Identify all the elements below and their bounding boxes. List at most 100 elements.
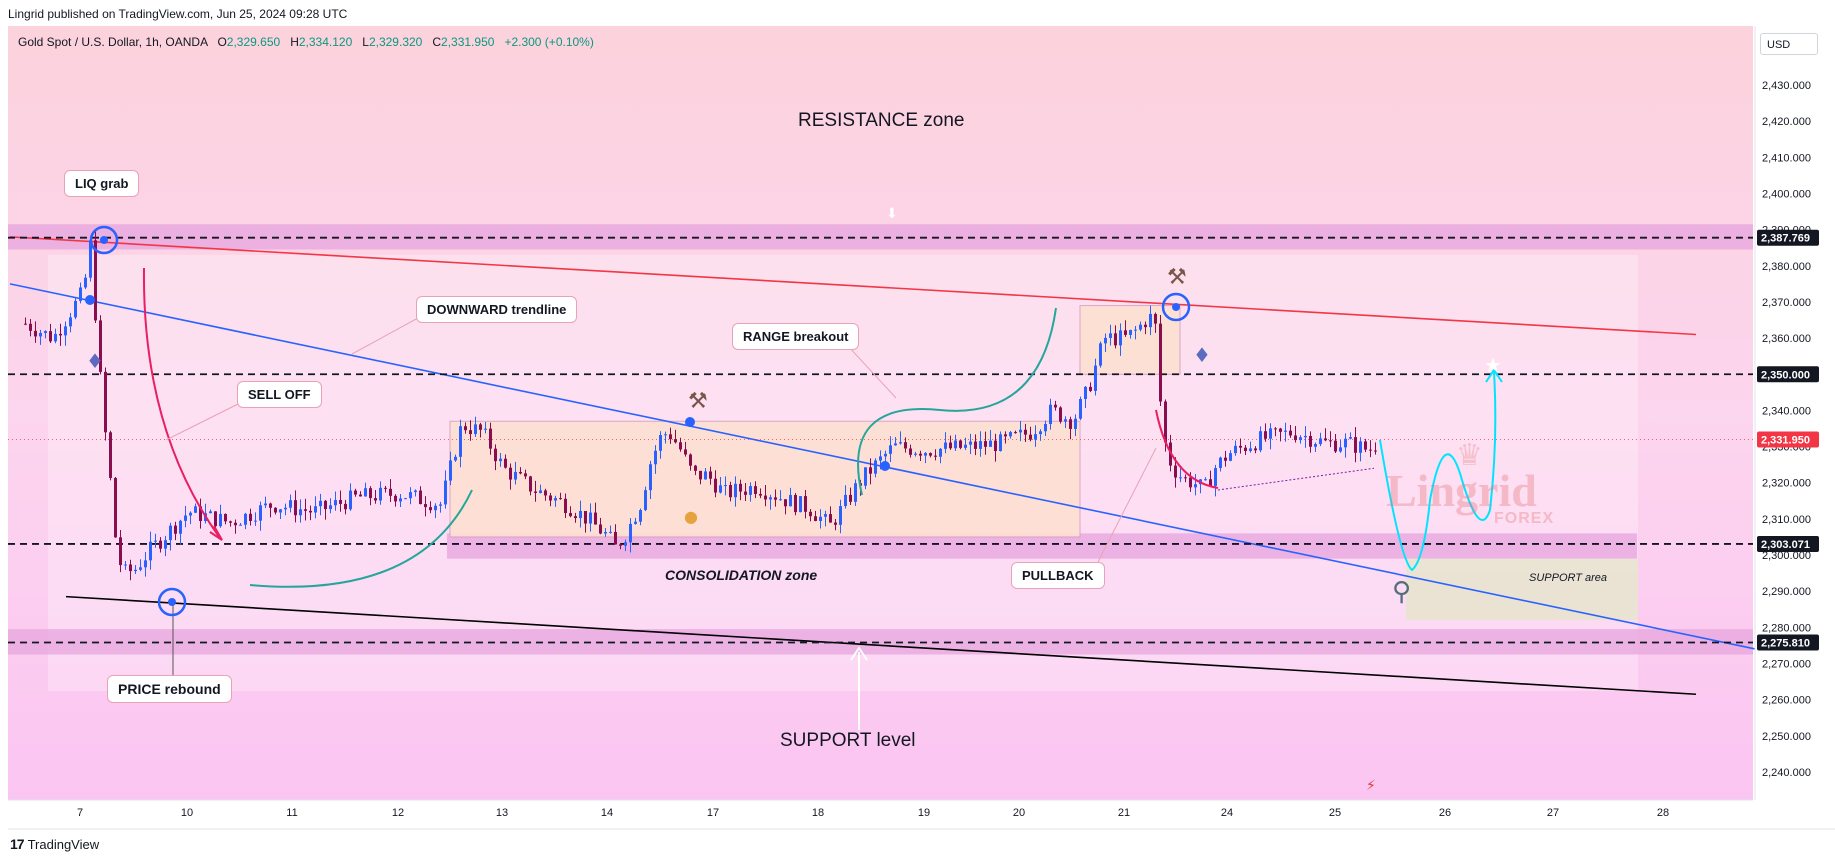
candle-body	[329, 505, 332, 510]
candle-body	[684, 449, 687, 455]
candle-body	[819, 516, 822, 521]
candle-body	[304, 509, 307, 511]
candle-body	[1074, 418, 1077, 429]
candle-body	[264, 503, 267, 506]
candle-body	[639, 510, 642, 522]
candle-body	[734, 483, 737, 498]
candle-body	[524, 473, 527, 477]
candle-body	[424, 504, 427, 508]
top-bar: Lingrid published on TradingView.com, Ju…	[0, 0, 1835, 26]
candle-body	[529, 476, 532, 492]
open-value: 2,329.650	[226, 35, 281, 49]
candle-body	[864, 467, 867, 486]
candle-body	[89, 240, 92, 278]
sell-off-label: SELL OFF	[237, 381, 322, 408]
candle-body	[694, 465, 697, 471]
projection-arrowhead	[1485, 368, 1503, 383]
candle-body	[899, 442, 902, 444]
candle-body	[834, 522, 837, 525]
candle-body	[614, 531, 617, 545]
candle-body	[1254, 448, 1257, 451]
candle-body	[294, 500, 297, 516]
candle-body	[1159, 323, 1162, 402]
candle-body	[374, 498, 377, 501]
candle-body	[554, 498, 557, 501]
candle-body	[539, 490, 542, 493]
candle-body	[464, 426, 467, 431]
candle-body	[919, 453, 922, 456]
candle-body	[1309, 435, 1312, 447]
price-badge-0	[1757, 229, 1819, 246]
candle-body	[269, 503, 272, 508]
y-tick-label: 2,410.000	[1762, 152, 1811, 164]
candle-body	[884, 453, 887, 457]
y-tick-label: 2,260.000	[1762, 695, 1811, 707]
candle-body	[1039, 431, 1042, 435]
breakout-arrow	[857, 307, 1057, 496]
candle-body	[379, 487, 382, 501]
candle-body	[1264, 431, 1267, 439]
currency-selector[interactable]: USD	[1760, 33, 1818, 55]
support-level-label: SUPPORT level	[780, 730, 916, 751]
candle-body	[904, 442, 907, 449]
candle-body	[219, 513, 222, 527]
candle-body	[759, 493, 762, 496]
down-arrow-icon: ⬇	[886, 206, 898, 222]
candle-body	[1304, 435, 1307, 438]
candle-body	[289, 500, 292, 508]
candle-body	[1214, 468, 1217, 487]
candle-body	[439, 504, 442, 506]
close-label: C	[432, 35, 442, 49]
candle-body	[999, 434, 1002, 452]
candle-body	[119, 537, 122, 566]
candle-body	[594, 512, 597, 525]
candle-body	[814, 516, 817, 521]
candle-body	[744, 491, 747, 495]
candle-body	[1299, 437, 1302, 441]
tradingview-footer[interactable]: 17 TradingView	[10, 836, 99, 852]
candle-body	[494, 448, 497, 462]
x-tick-label: 14	[601, 807, 613, 819]
candle-body	[244, 513, 247, 525]
candle-body	[1269, 428, 1272, 439]
candle-body	[109, 432, 112, 478]
candle-body	[984, 441, 987, 447]
sell-off-arrowhead	[209, 525, 223, 541]
price-badge-4	[1757, 634, 1819, 651]
candle-body	[849, 494, 852, 502]
candle-body	[359, 494, 362, 497]
downward-trendline	[9, 283, 1774, 654]
highlight-circle-0	[89, 225, 119, 255]
candle-body	[49, 331, 52, 342]
candle-body	[129, 564, 132, 572]
symbol-name: Gold Spot / U.S. Dollar, 1h, OANDA	[18, 35, 208, 49]
candle-body	[154, 540, 157, 542]
candle-body	[319, 500, 322, 507]
highlight-dot-2	[1172, 303, 1180, 311]
candle-body	[429, 507, 432, 511]
candle-body	[1119, 330, 1122, 346]
candle-body	[274, 507, 277, 513]
tradingview-logo-text: TradingView	[27, 836, 100, 852]
candle-body	[59, 333, 62, 336]
candle-body	[384, 487, 387, 489]
candle-body	[1144, 324, 1147, 328]
zone-band-2	[447, 533, 1637, 559]
support-area-box	[1406, 558, 1638, 621]
candle-body	[354, 490, 357, 495]
candle-body	[664, 434, 667, 436]
candle-body	[1274, 428, 1277, 430]
price-badge-label: 2,275.810	[1761, 638, 1810, 650]
candle-body	[39, 333, 42, 337]
candle-body	[54, 333, 57, 342]
candle-body	[179, 520, 182, 534]
downward-trendline-label: DOWNWARD trendline	[416, 296, 578, 323]
highlight-dot-0	[100, 236, 108, 244]
candle-body	[879, 456, 882, 461]
x-tick-label: 19	[918, 807, 930, 819]
candle-body	[1314, 444, 1317, 447]
high-label: H	[290, 35, 299, 49]
x-tick-label: 27	[1547, 807, 1559, 819]
candle-body	[619, 544, 622, 546]
